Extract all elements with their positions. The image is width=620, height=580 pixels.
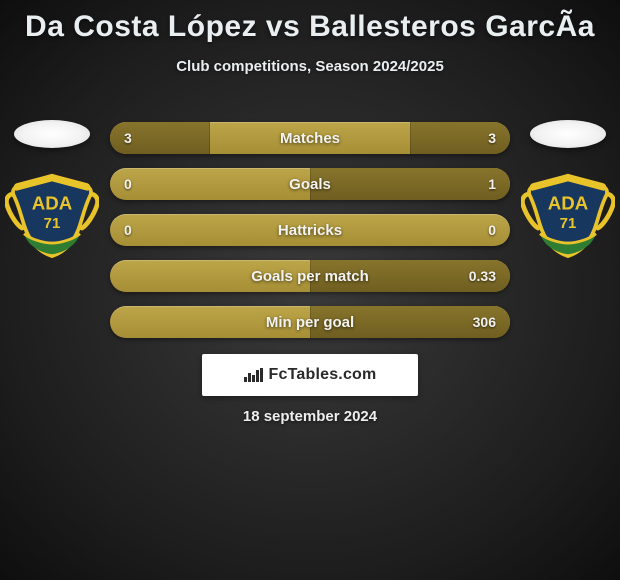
watermark-text: FcTables.com <box>269 366 377 384</box>
player-right-photo <box>530 120 606 148</box>
player-left-photo <box>14 120 90 148</box>
badge-abbrev-bottom: 71 <box>560 215 577 232</box>
stat-label: Min per goal <box>110 306 510 338</box>
stats-container: 33Matches 01Goals 00Hattricks 0.33Goals per… <box>110 122 510 352</box>
player-left-slot: ADA 71 <box>0 120 104 258</box>
stat-row: 306Min per goal <box>110 306 510 338</box>
club-badge-right: ADA 71 <box>521 172 615 258</box>
badge-abbrev-top: ADA <box>32 192 73 213</box>
stat-label: Goals <box>110 168 510 200</box>
stat-row: 33Matches <box>110 122 510 154</box>
badge-abbrev-top: ADA <box>548 192 589 213</box>
stat-row: 00Hattricks <box>110 214 510 246</box>
stat-label: Matches <box>110 122 510 154</box>
stat-label: Hattricks <box>110 214 510 246</box>
watermark: FcTables.com <box>202 354 418 396</box>
date-label: 18 september 2024 <box>0 408 620 425</box>
club-badge-left: ADA 71 <box>5 172 99 258</box>
stat-row: 0.33Goals per match <box>110 260 510 292</box>
bar-chart-icon <box>244 368 263 382</box>
page-subtitle: Club competitions, Season 2024/2025 <box>0 58 620 75</box>
stat-row: 01Goals <box>110 168 510 200</box>
badge-abbrev-bottom: 71 <box>44 215 61 232</box>
player-right-slot: ADA 71 <box>516 120 620 258</box>
stat-label: Goals per match <box>110 260 510 292</box>
page-title: Da Costa López vs Ballesteros GarcÃ­a <box>0 0 620 44</box>
